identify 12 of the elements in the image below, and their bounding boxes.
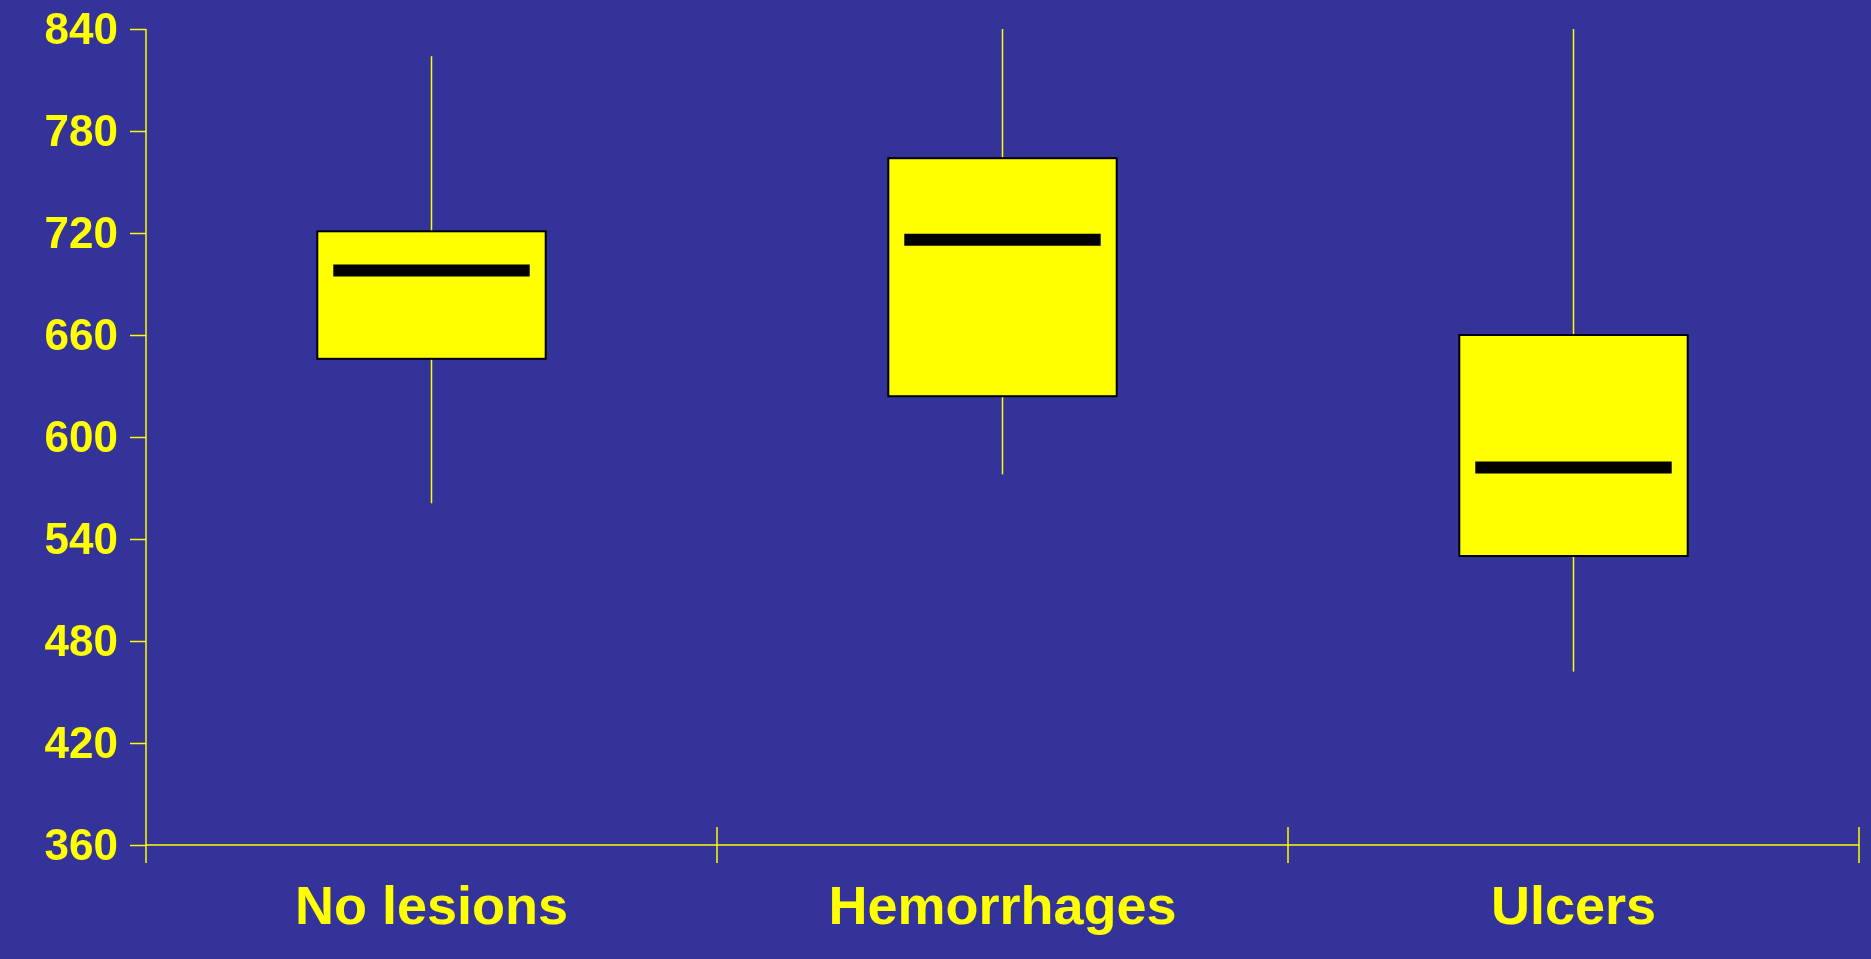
x-tick-label: Hemorrhages: [828, 874, 1177, 935]
y-tick-label: 780: [44, 105, 118, 155]
x-tick-label: No lesions: [294, 874, 569, 935]
y-tick-label: 480: [44, 615, 118, 665]
y-tick-label: 840: [44, 3, 118, 53]
y-tick-label: 660: [44, 309, 118, 359]
y-tick-label: 540: [44, 513, 118, 563]
y-tick-label: 420: [44, 717, 118, 767]
y-tick-label: 360: [44, 819, 118, 869]
y-tick-label: 720: [44, 207, 118, 257]
x-tick-label: Ulcers: [1490, 874, 1657, 935]
y-tick-label: 600: [44, 411, 118, 461]
